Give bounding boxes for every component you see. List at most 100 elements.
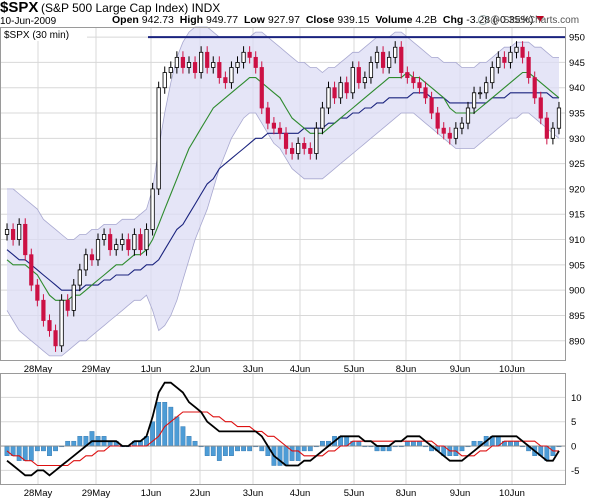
candle-body: [393, 46, 398, 58]
candle-body: [71, 284, 76, 311]
open-value: 942.73: [141, 14, 174, 26]
price-candle: [223, 71, 228, 89]
price-y-tick-label: 895: [569, 311, 585, 322]
price-candle: [53, 324, 58, 352]
price-candle: [217, 56, 222, 84]
macd-histogram-bar: [168, 406, 174, 447]
candle-body: [259, 67, 264, 109]
price-candle: [447, 127, 452, 145]
close-label: Close: [305, 14, 335, 26]
bollinger-upper-line: [7, 26, 559, 240]
candle-body: [435, 112, 440, 129]
candle-body: [417, 82, 422, 89]
candle-body: [411, 77, 416, 84]
candle-body: [308, 148, 313, 154]
macd-histogram-bar: [77, 436, 83, 447]
macd-histogram-bar: [301, 445, 307, 452]
macd-histogram-bar: [16, 445, 22, 461]
price-y-tick-label: 950: [569, 33, 585, 44]
high-value: 949.77: [205, 14, 239, 26]
macd-histogram-bar: [295, 445, 301, 461]
macd-x-tick-label: 28May: [24, 488, 53, 499]
candle-body: [405, 72, 410, 79]
price-candle: [326, 81, 331, 115]
candle-body: [362, 77, 367, 84]
candle-body: [350, 67, 355, 94]
candle-body: [29, 254, 34, 286]
bollinger-lower-line: [6, 112, 560, 357]
candle-body: [168, 67, 173, 73]
price-candle: [556, 101, 562, 135]
candle-body: [277, 127, 283, 134]
candle-body: [429, 97, 434, 114]
candle-body: [235, 62, 240, 68]
macd-histogram-bar: [508, 440, 513, 447]
candle-body: [59, 299, 64, 347]
macd-histogram-bar: [71, 440, 77, 447]
price-panel-border: [0, 27, 566, 361]
candle-body: [496, 56, 501, 68]
open-label: Open: [112, 14, 139, 26]
stockcharts-logo-icon: [478, 15, 488, 25]
price-candle: [199, 46, 204, 79]
price-candle: [277, 122, 283, 140]
close-value: 939.15: [337, 14, 370, 26]
price-candle: [405, 66, 410, 84]
candle-body: [296, 142, 301, 154]
price-candle: [411, 71, 416, 89]
price-candle: [544, 112, 549, 145]
macd-x-tick-label: 8Jun: [396, 488, 417, 499]
price-candle: [205, 46, 210, 74]
macd-histogram-bar: [471, 440, 477, 447]
price-candle: [259, 61, 264, 115]
price-candle: [356, 61, 361, 89]
macd-histogram-bar: [22, 445, 28, 461]
candle-body: [53, 330, 58, 347]
price-candle: [332, 81, 337, 104]
price-candle: [514, 41, 519, 59]
macd-y-tick-label: -5: [571, 466, 579, 477]
candle-body: [550, 127, 556, 139]
candle-body: [532, 77, 537, 99]
price-x-tick-label: 2Jun: [190, 364, 211, 375]
price-candle: [168, 61, 173, 79]
candle-body: [65, 299, 70, 311]
macd-line: [6, 381, 560, 477]
macd-histogram-bar: [204, 445, 210, 456]
price-candle: [174, 51, 179, 74]
macd-histogram-bar: [404, 440, 410, 447]
candle-body: [538, 97, 543, 119]
price-candle: [417, 76, 422, 94]
price-x-tick-label: 5Jun: [344, 364, 365, 375]
candle-body: [490, 67, 495, 84]
candle-body: [326, 87, 331, 109]
macd-plot-area: [0, 373, 566, 485]
candle-body: [126, 239, 131, 251]
macd-histogram-bar: [247, 445, 253, 452]
macd-histogram-bar: [186, 436, 192, 447]
price-x-tick-label: 9Jun: [450, 364, 471, 375]
price-candle: [289, 142, 295, 160]
candle-body: [387, 56, 392, 68]
candle-body: [520, 46, 525, 58]
price-candle: [393, 41, 398, 64]
macd-x-tick-label: 10Jun: [499, 488, 525, 499]
price-x-tick-label: 1Jun: [141, 364, 162, 375]
price-candle: [162, 66, 167, 94]
price-y-tick-label: 925: [569, 159, 585, 170]
low-value: 927.97: [267, 14, 300, 26]
candle-body: [356, 67, 361, 84]
quote-summary: Open 942.73 High 949.77 Low 927.97 Close…: [112, 14, 545, 26]
candle-body: [162, 72, 167, 89]
price-y-tick-label: 940: [569, 83, 585, 94]
candle-body: [380, 51, 386, 68]
price-candle: [429, 91, 434, 120]
macd-histogram-bar: [356, 440, 362, 447]
bollinger-band-area: [7, 27, 559, 356]
price-candle: [374, 46, 380, 69]
macd-histogram-bar: [283, 445, 289, 466]
price-candle: [253, 51, 258, 74]
price-candle: [108, 228, 113, 256]
price-candle: [138, 228, 143, 256]
macd-histogram-bar: [47, 445, 52, 456]
